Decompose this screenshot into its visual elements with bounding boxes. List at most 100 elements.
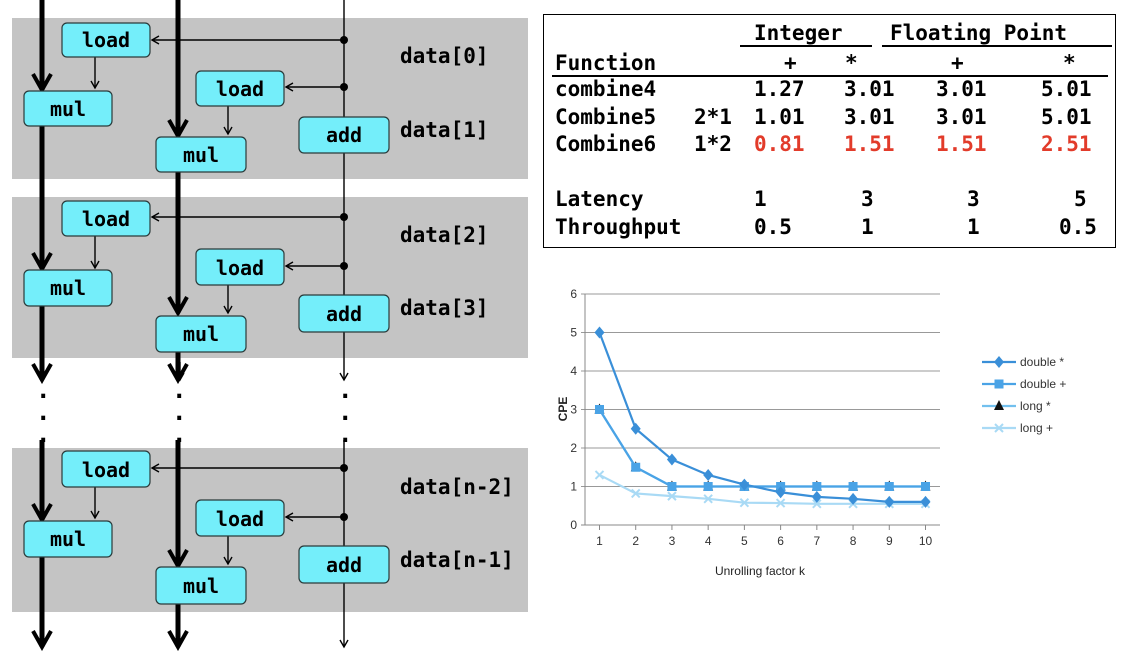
y-tick-label: 6 xyxy=(570,287,577,301)
y-axis-title: CPE xyxy=(556,397,570,422)
throughput-value: 0.5 xyxy=(1059,215,1097,239)
data-point xyxy=(994,356,1004,368)
svg-text:load: load xyxy=(82,458,130,482)
svg-text:load: load xyxy=(82,207,130,231)
data-point xyxy=(703,494,713,504)
svg-text:.: . xyxy=(338,376,352,404)
svg-text:.: . xyxy=(172,398,186,426)
series-line xyxy=(598,408,926,488)
data-point xyxy=(811,490,822,503)
junction-dots xyxy=(340,36,348,521)
add-box: add xyxy=(298,294,390,333)
header-fp-add: + xyxy=(951,51,964,75)
data-point xyxy=(594,470,605,480)
svg-text:.: . xyxy=(36,398,50,426)
header-rule xyxy=(552,75,1108,77)
cpe-line-chart: 0 1 2 3 4 5 6 1 2 3 4 5 6 7 8 9 10 CPE Unrolling factor… xyxy=(556,287,1066,578)
data-point xyxy=(920,495,931,508)
row-function-name: Combine5 xyxy=(555,105,657,129)
latency-value: 3 xyxy=(861,187,874,211)
x-tick-label: 9 xyxy=(886,534,893,548)
data-label: data[n-1] xyxy=(400,548,514,572)
load-box: load xyxy=(195,499,285,537)
svg-text:.: . xyxy=(172,376,186,404)
series-double- xyxy=(594,326,931,508)
row-value: 3.01 xyxy=(936,105,987,129)
data-point xyxy=(630,422,641,435)
data-point xyxy=(739,497,750,508)
load-box: load xyxy=(61,200,151,237)
x-tick-label: 10 xyxy=(919,534,933,548)
load-box: load xyxy=(61,22,151,58)
row-value-highlight: 1.51 xyxy=(844,132,895,156)
svg-text:load: load xyxy=(216,507,264,531)
legend-entry: double * xyxy=(982,355,1064,369)
svg-text:add: add xyxy=(326,302,362,326)
svg-text:.: . xyxy=(172,420,186,448)
throughput-value: 1 xyxy=(861,215,874,239)
data-point xyxy=(994,400,1004,410)
row-value-highlight: 0.81 xyxy=(754,132,805,156)
svg-text:add: add xyxy=(326,123,362,147)
svg-text:mul: mul xyxy=(183,143,219,167)
svg-text:load: load xyxy=(216,77,264,101)
svg-text:mul: mul xyxy=(50,97,86,121)
row-value: 3.01 xyxy=(844,105,895,129)
row-value: 3.01 xyxy=(844,77,895,101)
y-tick-label: 0 xyxy=(570,518,577,532)
data-point xyxy=(631,488,641,499)
data-point xyxy=(594,405,604,414)
data-point xyxy=(631,462,641,472)
load-box: load xyxy=(195,70,285,107)
data-point xyxy=(594,326,605,339)
chart-series xyxy=(594,326,931,509)
y-tick-label: 4 xyxy=(570,364,577,378)
header-int-mul: * xyxy=(845,51,858,75)
mul-box: mul xyxy=(155,136,247,173)
mul-box: mul xyxy=(23,90,113,127)
header-fp-mul: * xyxy=(1063,51,1076,75)
latency-value: 3 xyxy=(967,187,980,211)
data-point xyxy=(703,468,714,481)
add-box: add xyxy=(298,545,390,584)
data-point xyxy=(921,482,931,491)
legend-label: long * xyxy=(1020,399,1051,413)
latency-value: 5 xyxy=(1074,187,1087,211)
x-tick-labels: 1 2 3 4 5 6 7 8 9 10 xyxy=(596,534,932,548)
x-axis-title: Unrolling factor k xyxy=(715,564,806,578)
data-point xyxy=(848,482,858,491)
cpe-performance-table: Integer Floating Point Function + * + * … xyxy=(543,14,1116,248)
legend-entry: long + xyxy=(982,421,1053,435)
data-label: data[3] xyxy=(400,296,489,320)
header-floating-point: Floating Point xyxy=(890,21,1068,45)
load-box: load xyxy=(195,248,285,286)
y-tick-label: 3 xyxy=(570,403,577,417)
series-long- xyxy=(594,403,931,491)
header-int-add: + xyxy=(784,51,797,75)
legend-entry: long * xyxy=(982,399,1051,413)
svg-text:.: . xyxy=(338,398,352,426)
x-tick-label: 5 xyxy=(741,534,748,548)
row-value: 3.01 xyxy=(936,77,987,101)
row-value: 1.01 xyxy=(754,105,805,129)
legend-label: double + xyxy=(1020,377,1066,391)
data-point xyxy=(994,379,1004,389)
header-floating-point-rule xyxy=(882,45,1112,47)
series-line xyxy=(598,473,926,505)
data-label: data[2] xyxy=(400,223,489,247)
svg-text:mul: mul xyxy=(183,322,219,346)
data-point xyxy=(775,498,786,508)
x-tick-label: 3 xyxy=(669,534,676,548)
x-tick-label: 7 xyxy=(813,534,820,548)
load-box: load xyxy=(61,450,151,488)
x-tick-label: 8 xyxy=(850,534,857,548)
data-point xyxy=(739,478,750,491)
throughput-value: 1 xyxy=(967,215,980,239)
data-point xyxy=(884,495,895,508)
svg-text:mul: mul xyxy=(50,527,86,551)
mul-box: mul xyxy=(155,315,247,353)
data-point xyxy=(848,492,859,505)
y-tick-labels: 0 1 2 3 4 5 6 xyxy=(570,287,577,532)
series-line xyxy=(598,332,926,503)
mul-box: mul xyxy=(155,566,247,605)
